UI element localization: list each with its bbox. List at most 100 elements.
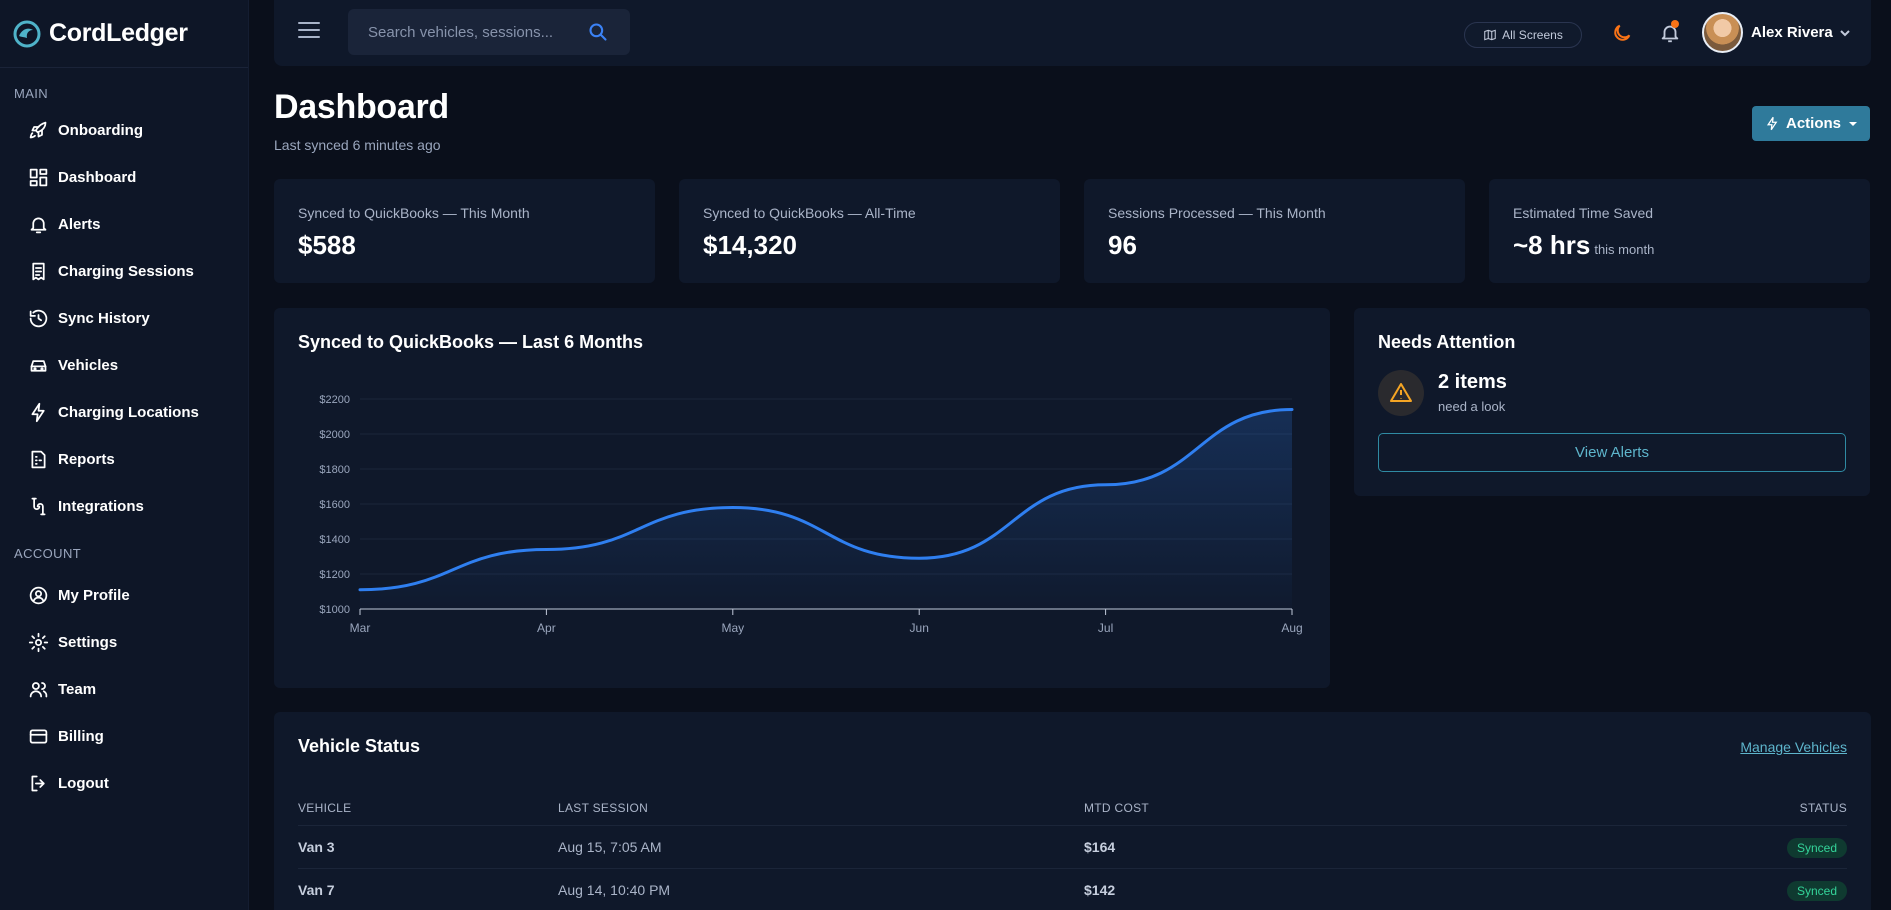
x-tick-label: Apr (537, 621, 556, 635)
stat-card-time-saved: Estimated Time Saved ~8 hrs this month (1489, 179, 1870, 283)
caret-down-icon (1849, 121, 1857, 126)
brand-name: CordLedger (49, 19, 188, 47)
table-header: LAST SESSION (558, 801, 649, 815)
logout-icon (31, 775, 45, 792)
sidebar-item-label: Integrations (58, 498, 144, 515)
stat-suffix: this month (1594, 242, 1655, 257)
moon-icon[interactable] (1611, 22, 1633, 44)
sidebar-item-label: Team (58, 681, 97, 698)
table-row[interactable]: Van 7 Aug 14, 10:40 PM $142 Synced (298, 868, 1847, 910)
attention-sub: need a look (1438, 399, 1506, 414)
sidebar-item-label: Settings (58, 634, 118, 651)
vehicle-status-title: Vehicle Status (298, 736, 421, 756)
hamburger-menu-icon[interactable] (298, 22, 320, 44)
sidebar-item-integrations[interactable]: Integrations (0, 483, 199, 530)
sidebar-item-charging-sessions[interactable]: Charging Sessions (0, 248, 199, 295)
table-row[interactable]: Van 3 Aug 15, 7:05 AM $164 Synced (298, 825, 1847, 868)
brand-logo-icon (13, 20, 41, 47)
sidebar-item-dashboard[interactable]: Dashboard (0, 154, 199, 201)
sidebar-item-billing[interactable]: Billing (0, 713, 130, 760)
y-tick-label: $1800 (319, 464, 350, 476)
stat-value: 96 (1108, 230, 1137, 260)
x-tick-label: May (721, 621, 744, 635)
vehicle-cell: Van 7 (298, 882, 335, 898)
sidebar-item-sync-history[interactable]: Sync History (0, 295, 199, 342)
search-input[interactable] (348, 9, 578, 55)
x-tick-label: Jun (910, 621, 929, 635)
search-box (348, 9, 630, 55)
nav-section-title: ACCOUNT (14, 546, 82, 561)
needs-attention-card: Needs Attention 2 items need a look View… (1354, 308, 1870, 496)
vehicle-cell: Van 3 (298, 839, 335, 855)
stat-card-all-time: Synced to QuickBooks — All-Time $14,320 (679, 179, 1060, 283)
bolt-icon (1766, 116, 1778, 131)
sidebar-item-alerts[interactable]: Alerts (0, 201, 199, 248)
table-header: STATUS (1799, 801, 1847, 815)
report-icon (31, 450, 46, 469)
chart-card: $1000 $1200 $1400 $1600 $1800 $2000 $2200 Mar Ap… (274, 308, 1330, 688)
x-tick-label: Jul (1098, 621, 1113, 635)
warning-icon (1390, 383, 1412, 402)
credit-card-icon (29, 729, 48, 744)
sidebar-item-vehicles[interactable]: Vehicles (0, 342, 199, 389)
actions-button[interactable]: Actions (1752, 106, 1870, 141)
user-menu[interactable]: Alex Rivera (1702, 12, 1851, 53)
team-icon (29, 682, 48, 698)
search-icon[interactable] (588, 22, 608, 42)
x-tick-label: Aug (1281, 621, 1302, 635)
vehicle-status-card: Vehicle Status Manage Vehicles VEHICLE L… (274, 712, 1871, 910)
manage-vehicles-link[interactable]: Manage Vehicles (1740, 739, 1847, 755)
series-line (358, 408, 1294, 592)
sidebar-item-reports[interactable]: Reports (0, 436, 199, 483)
sidebar: CordLedger MAIN Onboarding Dashboard Ale… (0, 0, 249, 910)
sidebar-item-label: Alerts (58, 216, 101, 233)
sidebar-item-charging-locations[interactable]: Charging Locations (0, 389, 199, 436)
sidebar-item-label: Sync History (58, 310, 150, 327)
attention-count: 2 items (1438, 371, 1507, 393)
sidebar-item-my-profile[interactable]: My Profile (0, 572, 130, 619)
nav-section-main: MAIN Onboarding Dashboard Alerts Chargin… (0, 86, 199, 530)
chart-title: Synced to QuickBooks — Last 6 Months (298, 332, 644, 352)
bell-icon (30, 217, 47, 234)
nav-section-account: ACCOUNT My Profile Settings Team Billing… (0, 546, 130, 807)
page-title: Dashboard (274, 88, 449, 126)
stat-label: Sessions Processed — This Month (1108, 205, 1326, 221)
stat-value: $588 (298, 230, 356, 260)
y-tick-label: $2200 (319, 394, 350, 406)
sidebar-item-settings[interactable]: Settings (0, 619, 130, 666)
dashboard-icon (29, 168, 48, 187)
sidebar-item-onboarding[interactable]: Onboarding (0, 107, 199, 154)
sidebar-item-label: Charging Locations (58, 404, 199, 421)
notification-dot (1671, 20, 1679, 28)
avatar (1702, 12, 1743, 53)
last-synced-text: Last synced 6 minutes ago (274, 137, 441, 153)
plug-icon (31, 497, 46, 516)
sidebar-item-label: Charging Sessions (58, 263, 194, 280)
stat-label: Estimated Time Saved (1513, 205, 1654, 221)
user-name: Alex Rivera (1751, 24, 1833, 41)
attention-title: Needs Attention (1378, 332, 1516, 352)
all-screens-button[interactable]: All Screens (1464, 22, 1582, 48)
stat-value: $14,320 (703, 230, 797, 260)
y-tick-label: $1600 (319, 499, 350, 511)
y-tick-label: $2000 (319, 429, 350, 441)
mtd-cost-cell: $164 (1084, 839, 1116, 855)
last-session-cell: Aug 15, 7:05 AM (558, 839, 662, 855)
sidebar-item-team[interactable]: Team (0, 666, 130, 713)
last-session-cell: Aug 14, 10:40 PM (558, 882, 671, 898)
all-screens-label: All Screens (1502, 28, 1563, 42)
view-alerts-button[interactable]: View Alerts (1378, 433, 1846, 472)
y-tick-label: $1000 (319, 604, 350, 616)
rocket-icon (29, 121, 47, 139)
brand[interactable]: CordLedger (0, 0, 248, 68)
table-header: MTD COST (1084, 801, 1150, 815)
nav-section-title: MAIN (14, 86, 49, 101)
status-badge: Synced (1786, 838, 1847, 858)
sync-chart: $1000 $1200 $1400 $1600 $1800 $2000 $2200 Mar Ap… (319, 394, 1302, 635)
sidebar-item-label: Vehicles (58, 357, 119, 374)
series-area (360, 409, 1292, 609)
y-tick-label: $1200 (319, 569, 350, 581)
sidebar-item-label: Reports (58, 451, 115, 468)
sidebar-item-logout[interactable]: Logout (0, 760, 130, 807)
user-circle-icon (29, 586, 48, 605)
